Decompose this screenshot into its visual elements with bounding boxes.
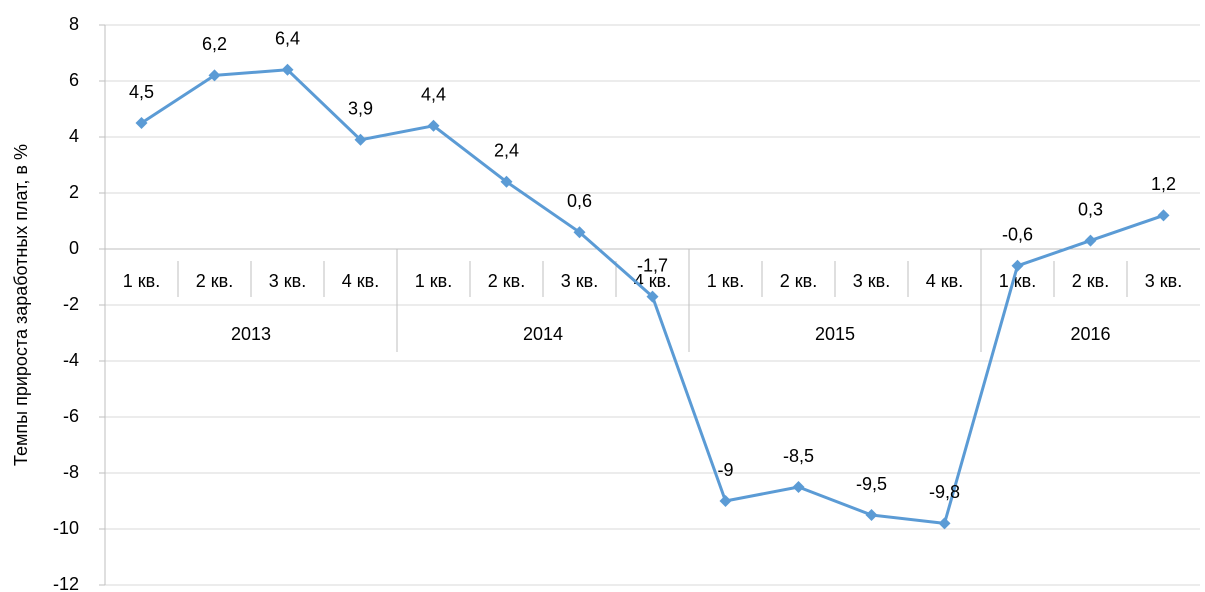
data-label: 1,2 xyxy=(1151,174,1176,194)
marker xyxy=(135,117,148,129)
x-tick-label: 2 кв. xyxy=(196,271,233,291)
x-tick-label: 4 кв. xyxy=(342,271,379,291)
data-label: 6,2 xyxy=(202,34,227,54)
y-tick-label: 0 xyxy=(69,238,79,258)
marker xyxy=(208,69,221,82)
data-label: -8,5 xyxy=(783,446,814,466)
x-tick-label: 3 кв. xyxy=(1145,271,1182,291)
y-tick-label: -6 xyxy=(63,406,79,426)
marker xyxy=(792,481,805,493)
y-axis-title: Темпы прироста заработных плат, в % xyxy=(11,144,31,466)
marker xyxy=(865,509,878,521)
data-label: -9 xyxy=(717,460,733,480)
y-tick-label: -10 xyxy=(53,518,79,538)
data-label: 4,5 xyxy=(129,82,154,102)
y-tick-label: -4 xyxy=(63,350,79,370)
y-tick-label: -12 xyxy=(53,574,79,592)
marker xyxy=(719,495,732,507)
x-tick-label: 3 кв. xyxy=(853,271,890,291)
y-tick-label: 4 xyxy=(69,126,79,146)
data-label: -9,5 xyxy=(856,474,887,494)
data-label: 0,6 xyxy=(567,191,592,211)
x-tick-label: 2 кв. xyxy=(488,271,525,291)
marker xyxy=(573,226,586,239)
data-label: 6,4 xyxy=(275,29,300,49)
marker xyxy=(938,517,951,530)
y-tick-label: 8 xyxy=(69,14,79,34)
x-tick-label: 1 кв. xyxy=(999,271,1036,291)
marker xyxy=(1084,234,1097,247)
marker xyxy=(1157,209,1170,222)
x-tick-label: 4 кв. xyxy=(634,271,671,291)
data-label: 4,4 xyxy=(421,85,446,105)
marker xyxy=(1011,259,1024,272)
marker xyxy=(646,290,659,303)
marker xyxy=(500,175,513,188)
marker xyxy=(427,119,440,132)
data-label: 3,9 xyxy=(348,99,373,119)
group-label: 2014 xyxy=(523,324,563,344)
x-tick-label: 3 кв. xyxy=(269,271,306,291)
data-label: -1,7 xyxy=(637,255,668,275)
x-tick-label: 1 кв. xyxy=(123,271,160,291)
y-tick-label: 2 xyxy=(69,182,79,202)
data-label: 2,4 xyxy=(494,141,519,161)
marker xyxy=(281,63,294,76)
x-tick-label: 1 кв. xyxy=(415,271,452,291)
y-tick-label: -2 xyxy=(63,294,79,314)
x-tick-label: 2 кв. xyxy=(1072,271,1109,291)
group-label: 2013 xyxy=(231,324,271,344)
data-label: -9,8 xyxy=(929,482,960,502)
x-tick-label: 3 кв. xyxy=(561,271,598,291)
x-tick-label: 4 кв. xyxy=(926,271,963,291)
group-label: 2016 xyxy=(1070,324,1110,344)
marker xyxy=(354,133,367,146)
x-tick-label: 2 кв. xyxy=(780,271,817,291)
x-tick-label: 1 кв. xyxy=(707,271,744,291)
data-label: 0,3 xyxy=(1078,199,1103,219)
y-tick-label: 6 xyxy=(69,70,79,90)
y-tick-label: -8 xyxy=(63,462,79,482)
data-label: -0,6 xyxy=(1002,225,1033,245)
group-label: 2015 xyxy=(815,324,855,344)
